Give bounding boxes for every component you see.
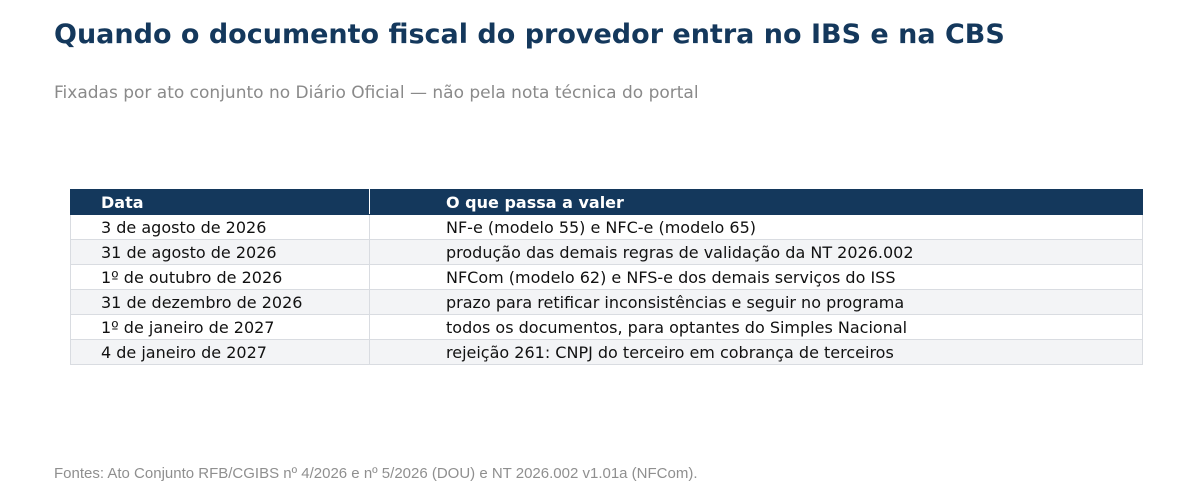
row-description-cell: rejeição 261: CNPJ do terceiro em cobran… xyxy=(369,339,1143,365)
table-header-row: Data O que passa a valer xyxy=(70,189,1143,215)
table-row: 3 de agosto de 2026 NF-e (modelo 55) e N… xyxy=(70,214,1143,240)
schedule-table-container: Data O que passa a valer 3 de agosto de … xyxy=(70,189,1143,365)
row-date-cell: 3 de agosto de 2026 xyxy=(70,214,370,240)
table-row: 1º de janeiro de 2027 todos os documento… xyxy=(70,314,1143,340)
row-date-cell: 1º de janeiro de 2027 xyxy=(70,314,370,340)
row-date-cell: 31 de agosto de 2026 xyxy=(70,239,370,265)
table-row: 31 de dezembro de 2026 prazo para retifi… xyxy=(70,289,1143,315)
table-row: 4 de janeiro de 2027 rejeição 261: CNPJ … xyxy=(70,339,1143,365)
row-description-cell: NF-e (modelo 55) e NFC-e (modelo 65) xyxy=(369,214,1143,240)
row-description-cell: NFCom (modelo 62) e NFS-e dos demais ser… xyxy=(369,264,1143,290)
row-description-cell: todos os documentos, para optantes do Si… xyxy=(369,314,1143,340)
row-date-cell: 1º de outubro de 2026 xyxy=(70,264,370,290)
row-description-cell: produção das demais regras de validação … xyxy=(369,239,1143,265)
table-row: 31 de agosto de 2026 produção das demais… xyxy=(70,239,1143,265)
column-header-date: Data xyxy=(70,189,370,215)
chart-title: Quando o documento fiscal do provedor en… xyxy=(54,19,1005,50)
source-note: Fontes: Ato Conjunto RFB/CGIBS nº 4/2026… xyxy=(54,465,698,482)
table-row: 1º de outubro de 2026 NFCom (modelo 62) … xyxy=(70,264,1143,290)
chart-subtitle: Fixadas por ato conjunto no Diário Ofici… xyxy=(54,83,699,103)
row-description-cell: prazo para retificar inconsistências e s… xyxy=(369,289,1143,315)
schedule-table: Data O que passa a valer 3 de agosto de … xyxy=(70,189,1143,365)
row-date-cell: 31 de dezembro de 2026 xyxy=(70,289,370,315)
row-date-cell: 4 de janeiro de 2027 xyxy=(70,339,370,365)
column-header-what: O que passa a valer xyxy=(369,189,1143,215)
